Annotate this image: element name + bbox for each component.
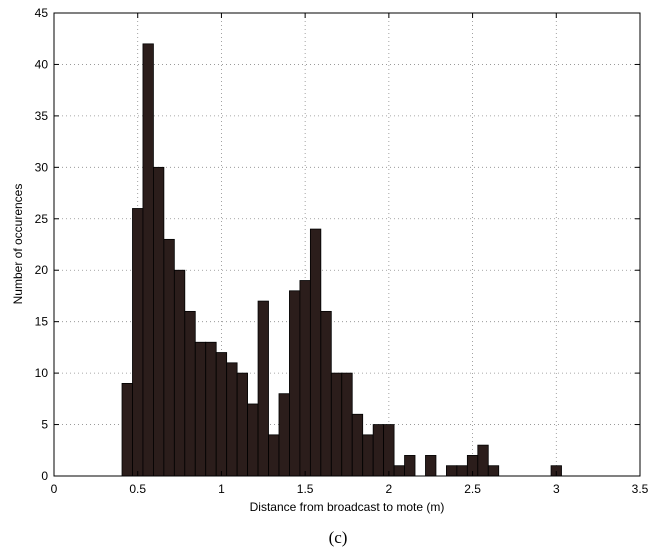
y-tick-label: 40: [35, 57, 49, 71]
histogram-bar: [132, 208, 144, 477]
y-tick-label: 35: [35, 109, 49, 123]
x-tick-label: 3.5: [632, 482, 649, 496]
histogram-bar: [153, 166, 165, 477]
x-tick-label: 1: [218, 482, 225, 496]
histogram-bar: [215, 352, 228, 477]
y-tick-label: 20: [35, 263, 49, 277]
histogram-bar: [320, 310, 332, 477]
histogram-bar: [163, 238, 175, 477]
histogram-bar: [299, 280, 311, 477]
histogram-bar: [173, 269, 186, 477]
x-axis-label: Distance from broadcast to mote (m): [250, 500, 445, 514]
histogram-bar: [446, 465, 458, 477]
histogram-bar: [184, 310, 196, 477]
histogram-bar: [236, 372, 248, 477]
figure-caption: (c): [329, 528, 348, 547]
y-tick-label: 10: [35, 366, 49, 380]
y-tick-label: 0: [41, 469, 48, 483]
histogram-bar: [362, 434, 374, 477]
histogram-bar: [341, 372, 353, 477]
y-tick-label: 15: [35, 315, 49, 329]
x-tick-label: 1.5: [297, 482, 314, 496]
histogram-bar: [121, 382, 133, 477]
x-tick-label: 3: [553, 482, 560, 496]
histogram-bar: [289, 290, 301, 477]
histogram-bar: [194, 341, 207, 477]
histogram-bar: [330, 372, 343, 477]
histogram-bar: [351, 413, 364, 477]
histogram-bars: [121, 43, 562, 477]
y-tick-label: 30: [35, 160, 49, 174]
y-tick-label: 45: [35, 6, 49, 20]
histogram-bar: [372, 424, 385, 477]
grid-lines: [54, 13, 640, 476]
histogram-bar: [142, 43, 154, 477]
x-tick-label: 2: [386, 482, 393, 496]
histogram-bar: [278, 393, 290, 477]
plot-frame: [53, 12, 641, 477]
histogram-bar: [456, 465, 468, 477]
histogram-bar: [383, 424, 395, 477]
x-tick-label: 2.5: [464, 482, 481, 496]
histogram-bar: [393, 465, 405, 477]
histogram-bar: [247, 403, 259, 477]
tick-labels: 0 0.5 1 1.5 2 2.5 3 3.5 0 5 10 15 20 25 30 35 40 45: [35, 6, 649, 496]
axes: [53, 12, 641, 477]
histogram-bar: [205, 341, 217, 477]
y-axis-label: Number of occurences: [11, 184, 25, 305]
histogram-bar: [268, 434, 280, 477]
x-tick-label: 0: [51, 482, 58, 496]
histogram-bar: [404, 455, 416, 477]
histogram-bar: [425, 455, 437, 477]
y-tick-label: 5: [41, 418, 48, 432]
histogram-bar: [257, 300, 269, 477]
histogram-bar: [487, 465, 500, 477]
y-tick-label: 25: [35, 212, 49, 226]
histogram-bar: [226, 362, 238, 477]
x-tick-label: 0.5: [129, 482, 146, 496]
histogram-bar: [309, 228, 322, 477]
histogram-bar: [477, 444, 489, 477]
